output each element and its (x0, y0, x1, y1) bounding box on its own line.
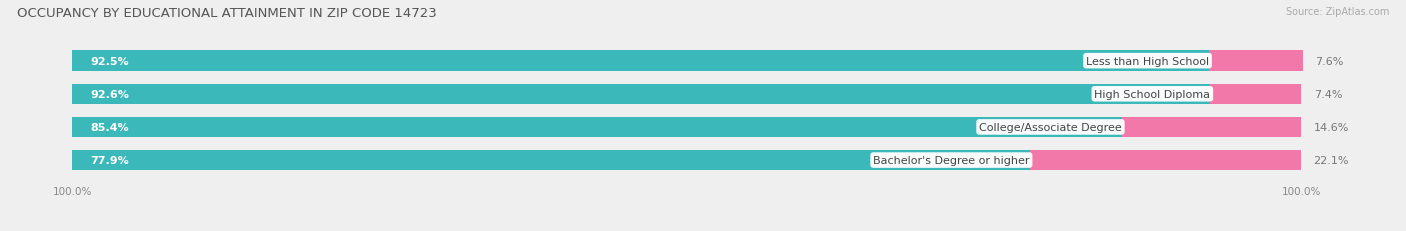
Text: 92.5%: 92.5% (90, 56, 129, 66)
Text: Bachelor's Degree or higher: Bachelor's Degree or higher (873, 155, 1029, 165)
Bar (72, 150, 1029, 171)
Bar (1029, 150, 1302, 171)
Text: Less than High School: Less than High School (1085, 56, 1209, 66)
Bar (72, 117, 1122, 138)
Bar (72, 150, 1302, 171)
Text: College/Associate Degree: College/Associate Degree (979, 122, 1122, 132)
Bar (72, 84, 1211, 105)
Bar (72, 84, 1302, 105)
Bar (1211, 84, 1302, 105)
Text: Source: ZipAtlas.com: Source: ZipAtlas.com (1285, 7, 1389, 17)
Text: 92.6%: 92.6% (90, 89, 129, 99)
Bar (72, 117, 1302, 138)
Text: 7.4%: 7.4% (1313, 89, 1343, 99)
Bar (72, 51, 1209, 72)
Bar (1122, 117, 1302, 138)
Text: OCCUPANCY BY EDUCATIONAL ATTAINMENT IN ZIP CODE 14723: OCCUPANCY BY EDUCATIONAL ATTAINMENT IN Z… (17, 7, 437, 20)
Bar (1209, 51, 1302, 72)
Text: 14.6%: 14.6% (1313, 122, 1348, 132)
Text: 77.9%: 77.9% (90, 155, 129, 165)
Text: High School Diploma: High School Diploma (1094, 89, 1211, 99)
Bar (72, 51, 1302, 72)
Text: 7.6%: 7.6% (1315, 56, 1343, 66)
Text: 22.1%: 22.1% (1313, 155, 1350, 165)
Text: 85.4%: 85.4% (90, 122, 129, 132)
